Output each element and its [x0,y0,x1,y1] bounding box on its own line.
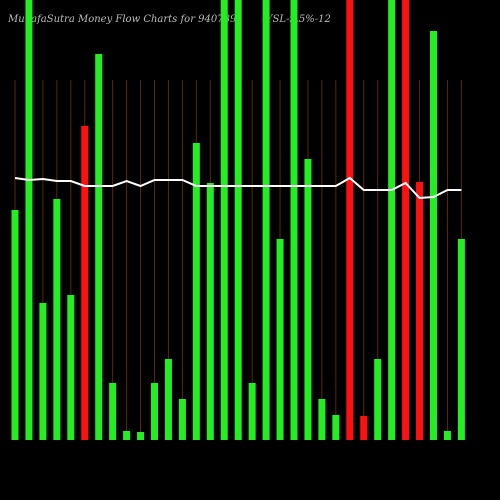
bar [206,183,214,440]
bar [11,210,19,440]
bar [290,0,298,440]
bar [388,0,396,440]
bar [178,399,186,440]
bar [457,239,465,440]
bar [123,431,131,440]
bar [234,0,242,440]
bar [276,239,284,440]
bar [416,182,424,440]
bar [304,159,312,440]
bar [402,0,410,440]
bar [137,432,145,440]
bar [443,431,451,440]
bar [430,31,437,440]
plot [11,0,465,440]
bar [39,303,47,440]
bar [346,0,354,440]
bar [109,383,117,440]
bar [95,54,103,440]
bar [67,295,75,440]
bar [332,415,340,440]
bar [81,126,89,440]
bar [164,359,172,440]
bar [318,399,326,440]
money-flow-line [14,176,462,200]
bar [248,383,256,440]
bar [262,0,270,440]
bar [151,383,158,440]
bar [374,359,382,440]
bar [192,143,200,440]
bar [53,199,61,440]
bar [360,416,368,440]
bar [25,0,33,440]
bar [220,0,228,440]
chart-title: MunafaSutra Money Flow Charts for 940789 [7,14,237,25]
